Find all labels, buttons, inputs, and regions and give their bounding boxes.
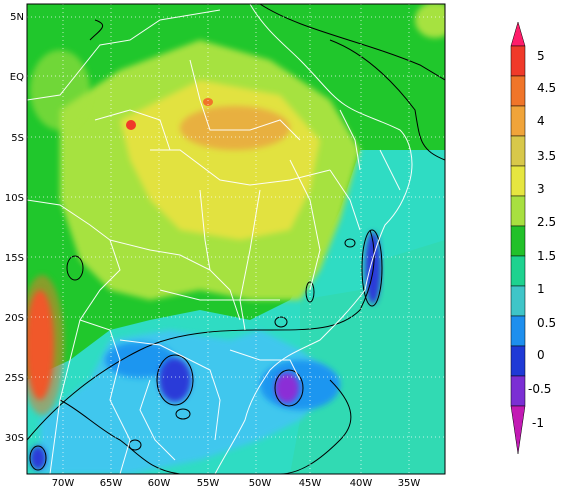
colorbar-segment — [510, 345, 526, 377]
lon-tick-label: 50W — [249, 478, 272, 488]
colorbar-segment — [510, 135, 526, 167]
field-orange-band — [27, 275, 64, 415]
lat-tick-label: 20S — [5, 313, 24, 324]
lat-tick-label: 30S — [5, 433, 24, 444]
colorbar-label: -0.5 — [528, 382, 551, 396]
colorbar-segment — [510, 45, 526, 77]
colorbar-segment — [510, 195, 526, 227]
field-light-cyan — [290, 240, 445, 474]
lat-tick-label: 10S — [5, 193, 24, 204]
map-frame — [26, 3, 446, 475]
colorbar: 5 4.5 4 3.5 3 2.5 1.5 1 0.5 0 -0.5 -1 — [510, 21, 556, 455]
colorbar-label: 3.5 — [537, 149, 556, 163]
colorbar-segment — [510, 105, 526, 137]
political-borders — [27, 4, 413, 474]
colorbar-label: -1 — [532, 416, 544, 430]
field-nw-lightgreen — [30, 50, 90, 130]
lat-lon-grid — [27, 4, 445, 474]
lon-tick-label: 35W — [398, 478, 421, 488]
colorbar-label: 5 — [537, 49, 545, 63]
colorbar-label: 1 — [537, 282, 545, 296]
lat-tick-label: 5N — [10, 12, 24, 23]
lon-tick-label: 45W — [299, 478, 322, 488]
lat-tick-label: 15S — [5, 253, 24, 264]
colorbar-bottom-arrow — [510, 405, 526, 455]
colorbar-label: 4 — [537, 114, 545, 128]
lat-tick-label: 5S — [11, 133, 24, 144]
colorbar-label: 2.5 — [537, 215, 556, 229]
colorbar-label: 4.5 — [537, 81, 556, 95]
colorbar-segment — [510, 75, 526, 107]
colorbar-label: 3 — [537, 182, 545, 196]
lon-tick-label: 70W — [52, 478, 75, 488]
colorbar-segment — [510, 225, 526, 257]
field-ne-lightgreen — [415, 4, 445, 38]
field-orange-dot-1 — [203, 98, 213, 106]
lon-tick-label: 65W — [100, 478, 123, 488]
colorbar-top-arrow — [510, 21, 526, 47]
colorbar-segment — [510, 255, 526, 287]
map-field — [27, 4, 445, 474]
field-blue-patch-1 — [105, 342, 175, 378]
colorbar-segment — [510, 165, 526, 197]
colorbar-label: 0.5 — [537, 316, 556, 330]
field-blue-patch-sw — [30, 446, 46, 470]
field-orange-dot-2 — [126, 120, 136, 130]
field-purple-patch — [275, 373, 299, 403]
lon-axis: 70W 65W 60W 55W 50W 45W 40W 35W — [52, 478, 421, 488]
colorbar-segment — [510, 315, 526, 347]
field-orange-core — [180, 106, 290, 150]
lon-tick-label: 55W — [197, 478, 220, 488]
colorbar-label: 1.5 — [537, 249, 556, 263]
lat-axis: 5N EQ 5S 10S 15S 20S 25S 30S — [5, 12, 24, 444]
colorbar-label: 0 — [537, 348, 545, 362]
lat-tick-label: 25S — [5, 373, 24, 384]
lon-tick-label: 40W — [350, 478, 373, 488]
field-blue-patch-2 — [159, 358, 191, 402]
colorbar-segment — [510, 285, 526, 317]
colorbar-segment — [510, 375, 526, 407]
lat-tick-label: EQ — [10, 72, 24, 83]
lon-tick-label: 60W — [148, 478, 171, 488]
